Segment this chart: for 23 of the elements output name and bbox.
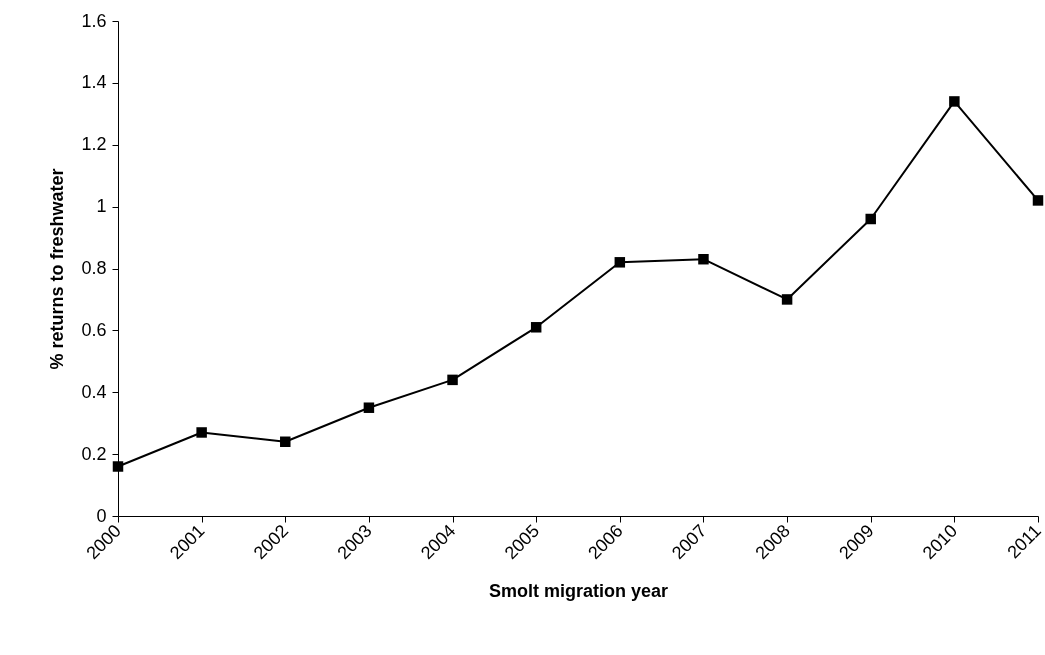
y-tick-label: 1.2 xyxy=(81,134,107,155)
point xyxy=(363,402,375,413)
y-tick-label: 1.4 xyxy=(81,72,107,93)
point xyxy=(196,427,207,438)
y-tick-label: 0.8 xyxy=(81,258,107,278)
y-tick-label: 1.6 xyxy=(81,10,107,31)
x-axis-title: Smolt migration year xyxy=(488,581,669,602)
y-tick-label: 1 xyxy=(96,196,107,217)
point xyxy=(865,213,876,225)
point xyxy=(698,253,709,265)
point xyxy=(530,322,542,333)
point xyxy=(614,257,626,268)
y-tick-label: 0.4 xyxy=(81,381,107,402)
point xyxy=(781,294,793,305)
point xyxy=(112,461,124,472)
y-tick-label: 0.2 xyxy=(81,443,107,464)
point xyxy=(447,374,458,386)
point xyxy=(280,436,291,447)
point xyxy=(1032,195,1044,206)
point xyxy=(949,96,960,107)
y-axis-title: % returns to freshwater xyxy=(47,168,68,370)
y-tick-label: 0.6 xyxy=(81,319,107,340)
y-tick-label: 0 xyxy=(96,505,107,526)
